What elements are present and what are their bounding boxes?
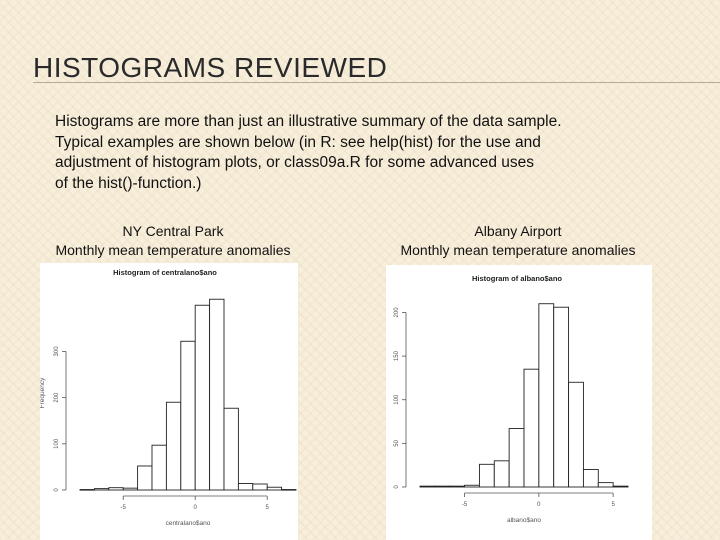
y-tick-label: 300 [54,346,60,357]
x-tick-label: -5 [462,502,468,508]
body-paragraph: Histograms are more than just an illustr… [55,112,675,194]
y-tick-label: 100 [394,394,400,405]
histogram-bar [538,303,555,488]
caption-left-description: Monthly mean temperature anomalies [55,242,291,258]
x-axis-label: centralano$ano [166,520,211,527]
histogram-bar [553,306,570,488]
histogram-bar [434,485,451,488]
histogram-bar [582,469,599,488]
histogram-bar [180,340,196,491]
caption-right-station: Albany Airport [474,223,562,239]
histogram-bar [79,489,95,491]
histogram-albany-svg: Histogram of albano$ano -5 0 5 albano$ano 0 50… [394,274,629,524]
histogram-bar [223,407,239,491]
histogram-bar [493,460,510,488]
histogram-bar [419,485,436,488]
y-tick-label: 50 [394,439,400,446]
histogram-bar [252,483,268,491]
histogram-bar [151,444,167,491]
histogram-bar [508,428,525,488]
x-tick-label: 0 [194,505,198,511]
histogram-bar [612,485,629,488]
histogram-central-park: Histogram of centralano$ano -5 0 5 centralan… [40,263,298,540]
histogram-bar [165,401,182,491]
histogram-albany: Histogram of albano$ano -5 0 5 albano$ano 0 50… [386,265,652,540]
x-tick-label: 5 [611,502,615,508]
body-line-2: Typical examples are shown below (in R: … [55,133,541,151]
x-tick-label: 5 [266,505,270,511]
histogram-title: Histogram of albano$ano [472,274,562,283]
histogram-title: Histogram of centralano$ano [113,268,217,277]
histogram-bar [523,368,540,488]
body-line-3: adjustment of histogram plots, or class0… [55,154,535,171]
y-tick-label: 0 [54,488,60,492]
slide-title: HISTOGRAMS REVIEWED [33,52,388,83]
caption-right-description: Monthly mean temperature anomalies [400,242,636,258]
histogram-central-park-svg: Histogram of centralano$ano -5 0 5 centralan… [40,268,297,527]
caption-right: Albany Airport Monthly mean temperature … [378,222,658,260]
histogram-bar [281,489,297,491]
histogram-bar [108,487,124,491]
histogram-bar [122,487,139,491]
histogram-bar [93,488,110,491]
caption-left: NY Central Park Monthly mean temperature… [36,222,310,260]
histogram-bar [194,304,211,491]
y-tick-label: 200 [54,392,60,403]
title-divider [33,82,720,83]
histogram-bar [209,298,225,491]
y-tick-label: 100 [54,438,60,449]
y-tick-label: 200 [394,307,400,318]
x-tick-label: -5 [121,505,127,511]
body-line-4: of the hist()-function.) [55,174,202,192]
histogram-bar [137,465,153,491]
x-tick-label: 0 [537,502,541,508]
histogram-bar [449,485,466,488]
body-line-1: Histograms are more than just an illustr… [55,113,562,130]
histogram-bar [597,482,614,488]
caption-left-station: NY Central Park [122,223,224,239]
y-axis-label: Frequency [40,377,46,408]
histogram-bar [237,483,254,491]
histogram-bar [478,463,495,488]
y-tick-label: 0 [394,485,400,489]
histogram-bar [266,486,283,491]
histogram-bar [568,381,584,488]
y-tick-label: 150 [394,350,400,361]
histogram-bar [464,484,480,488]
x-axis-label: albano$ano [507,517,541,524]
